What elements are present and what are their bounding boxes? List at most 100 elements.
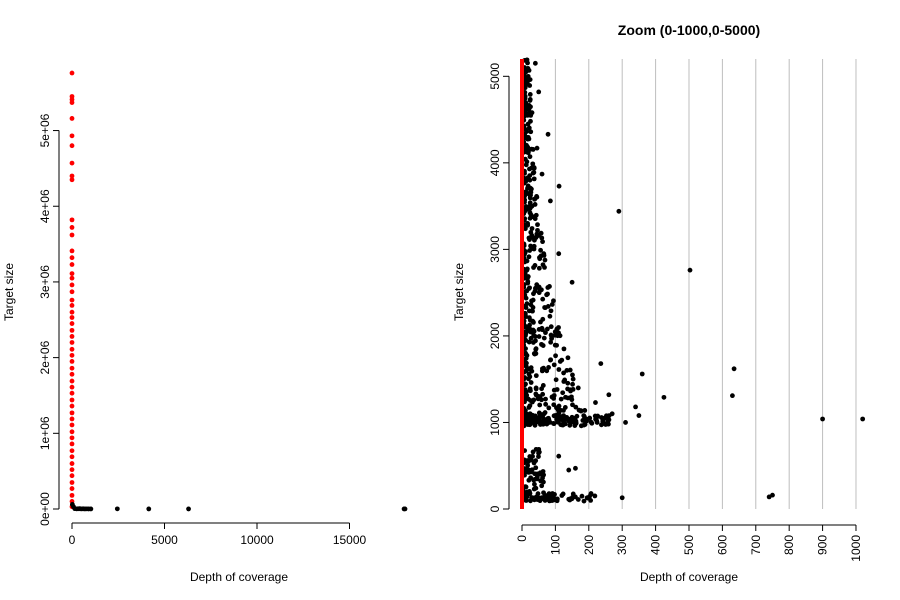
data-point [526, 326, 531, 331]
data-point [540, 475, 545, 481]
data-point [536, 265, 542, 271]
data-point [69, 486, 75, 491]
data-point [525, 175, 531, 181]
data-point [523, 162, 529, 168]
data-point [545, 291, 550, 297]
data-point [730, 393, 735, 399]
data-point [69, 232, 75, 238]
data-point [69, 302, 75, 308]
data-point [69, 340, 75, 345]
data-point [528, 335, 534, 341]
data-point [541, 479, 546, 485]
data-point [687, 267, 693, 273]
data-point [569, 279, 575, 285]
data-point [531, 165, 537, 171]
data-point [546, 405, 552, 411]
data-point [539, 419, 545, 425]
data-point [69, 262, 75, 267]
y-tick-label: 0e+00 [38, 492, 52, 526]
data-point [69, 422, 75, 428]
data-point [633, 404, 638, 410]
data-point [551, 362, 557, 368]
data-point [69, 255, 75, 261]
data-point [616, 208, 622, 214]
data-point [186, 506, 191, 512]
data-point [570, 376, 576, 382]
data-point [69, 334, 75, 339]
data-point [529, 298, 534, 304]
data-point [535, 491, 541, 497]
data-point [533, 465, 539, 471]
data-point [69, 116, 75, 121]
data-point [556, 367, 562, 372]
data-point [557, 359, 563, 364]
data-point [544, 368, 550, 374]
data-point [532, 421, 538, 427]
x-tick-label: 100 [548, 535, 562, 555]
data-point [69, 441, 75, 447]
data-point [541, 335, 547, 341]
data-point [554, 387, 560, 392]
data-point [524, 81, 530, 87]
data-point [599, 415, 604, 420]
y-tick-label: 4000 [488, 149, 502, 176]
data-point [534, 193, 539, 199]
data-point [558, 396, 564, 402]
data-point [562, 421, 568, 427]
data-point [69, 133, 75, 139]
data-point [570, 402, 575, 408]
y-ticks: 0 1000 2000 3000 4000 5000 [488, 63, 509, 512]
data-point [539, 483, 545, 489]
data-point [524, 352, 530, 358]
full-range-panel: 0e+00 1e+06 2e+06 3e+06 4e+06 5e+06 0 5000 1000… [2, 70, 408, 584]
data-point [581, 422, 587, 428]
data-point [556, 325, 561, 330]
data-point [69, 321, 75, 326]
data-point [542, 410, 548, 415]
y-ticks: 0e+00 1e+06 2e+06 3e+06 4e+06 5e+06 [38, 113, 59, 526]
x-axis-label: Depth of coverage [640, 570, 738, 584]
x-tick-label: 700 [749, 535, 763, 555]
data-point [69, 492, 75, 498]
data-point [69, 327, 75, 333]
x-tick-label: 0 [515, 535, 529, 542]
data-point [533, 386, 539, 392]
data-point [532, 414, 538, 420]
data-point [533, 347, 539, 352]
data-point [661, 394, 667, 400]
data-point [536, 450, 541, 456]
data-point [69, 461, 75, 466]
data-point [69, 378, 75, 384]
data-point [540, 262, 546, 268]
data-point [540, 239, 545, 245]
data-point [570, 372, 575, 378]
data-point [543, 330, 548, 336]
data-point [531, 397, 537, 403]
data-point [527, 237, 532, 242]
data-point [69, 359, 75, 364]
data-point [402, 506, 408, 512]
data-point [522, 493, 528, 499]
data-point [594, 420, 600, 425]
data-point [69, 403, 75, 409]
data-point [540, 343, 546, 348]
data-point [538, 230, 544, 236]
data-point [69, 480, 75, 485]
x-tick-label: 900 [816, 535, 830, 555]
data-point [619, 495, 625, 501]
data-point [560, 491, 566, 497]
data-point [69, 410, 75, 416]
data-point [542, 257, 548, 263]
data-point [556, 414, 562, 420]
data-point [69, 429, 75, 435]
data-point [548, 357, 553, 363]
data-point [545, 131, 551, 137]
data-point [526, 376, 531, 382]
data-point [567, 422, 573, 428]
data-point [526, 125, 532, 131]
x-tick-label: 400 [649, 535, 663, 555]
data-point [525, 60, 530, 66]
data-point [527, 154, 533, 160]
data-point [532, 202, 538, 207]
data-point [592, 493, 598, 499]
